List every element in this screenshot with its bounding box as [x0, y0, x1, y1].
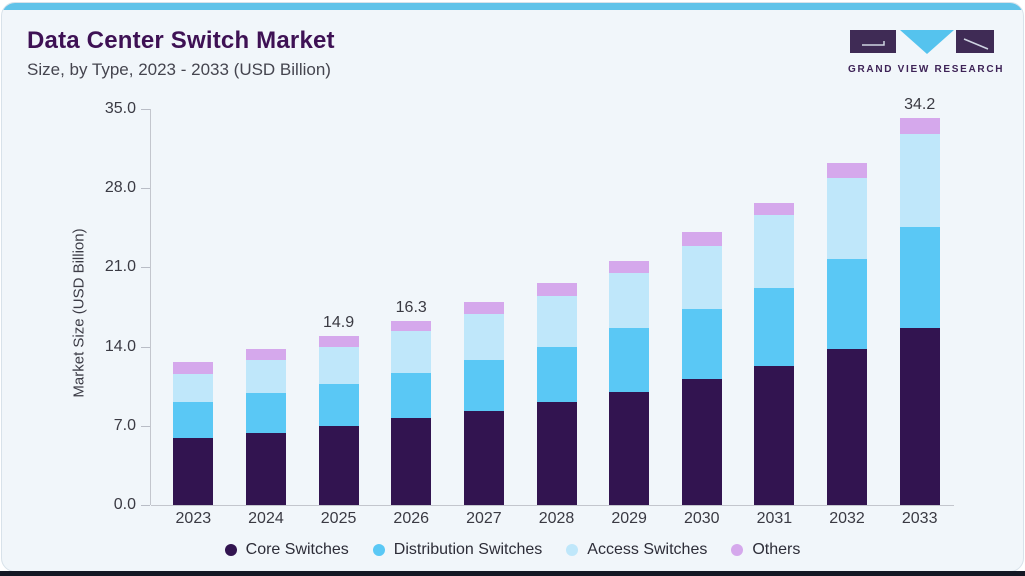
bar-segment-core-switches-2030 [681, 379, 722, 505]
y-tick-mark [141, 346, 150, 348]
bar-segment-access-switches-2024 [245, 360, 286, 393]
y-tick-label: 21.0 [104, 258, 136, 276]
bar-total-label-2026: 16.3 [395, 298, 427, 316]
bar-segment-core-switches-2033 [899, 328, 940, 505]
bar-segment-access-switches-2029 [609, 273, 650, 329]
gvr-logo: GRAND VIEW RESEARCH [848, 29, 1005, 75]
x-tick-label-2031: 2031 [756, 510, 793, 527]
bar-segment-distribution-switches-2023 [173, 402, 214, 439]
top-accent-bar [2, 3, 1023, 10]
x-tick-label-2030: 2030 [683, 510, 720, 527]
bar-segment-core-switches-2031 [754, 365, 795, 505]
bar-segment-others-2033 [899, 118, 940, 134]
gvr-logo-text: GRAND VIEW RESEARCH [848, 64, 1005, 75]
bar-segment-access-switches-2026 [391, 330, 432, 373]
x-tick-label-2023: 2023 [175, 510, 212, 527]
y-tick-mark [141, 267, 150, 269]
bar-segment-core-switches-2028 [536, 402, 577, 505]
legend-dot-icon [224, 544, 237, 556]
y-tick-mark [141, 109, 150, 110]
x-tick-label-2024: 2024 [248, 510, 284, 527]
page-title: Data Center Switch Market [27, 27, 335, 54]
bar-segment-others-2023 [173, 362, 214, 374]
bar-segment-access-switches-2027 [463, 313, 504, 361]
bar-segment-distribution-switches-2030 [681, 309, 722, 380]
bar-segment-others-2030 [681, 232, 722, 246]
y-tick-mark [141, 188, 150, 190]
bar-segment-distribution-switches-2029 [609, 328, 650, 392]
bar-segment-others-2028 [536, 283, 577, 296]
bar-segment-core-switches-2025 [318, 425, 359, 505]
bar-segment-others-2031 [754, 202, 795, 216]
y-tick-label: 7.0 [113, 416, 136, 434]
bar-segment-others-2029 [609, 260, 650, 274]
y-tick-label: 35.0 [104, 100, 136, 117]
bar-segment-distribution-switches-2032 [827, 259, 868, 349]
bar-total-label-2033: 34.2 [904, 96, 936, 114]
bar-segment-access-switches-2030 [681, 245, 722, 310]
bar-segment-core-switches-2032 [827, 348, 868, 505]
x-tick-label-2033: 2033 [901, 510, 938, 527]
legend-item-distribution-switches: Distribution Switches [372, 541, 543, 559]
bar-segment-others-2027 [463, 302, 504, 314]
bar-total-label-2025: 14.9 [323, 314, 355, 332]
legend-item-others: Others [731, 541, 800, 559]
bar-segment-distribution-switches-2027 [463, 360, 504, 412]
legend: Core Switches Distribution Switches Access… [2, 541, 1023, 559]
bar-segment-distribution-switches-2026 [391, 372, 432, 418]
legend-item-core-switches: Core Switches [224, 541, 349, 559]
bar-segment-distribution-switches-2028 [536, 346, 577, 403]
bar-segment-access-switches-2032 [827, 178, 868, 260]
bar-segment-core-switches-2024 [245, 432, 286, 505]
bar-segment-core-switches-2027 [463, 411, 504, 505]
y-tick-label: 14.0 [104, 337, 136, 355]
bar-segment-access-switches-2025 [318, 346, 359, 384]
bar-segment-distribution-switches-2024 [245, 392, 286, 433]
x-tick-label-2026: 2026 [393, 510, 430, 527]
x-axis-line [151, 505, 954, 506]
x-tick-label-2029: 2029 [611, 510, 647, 527]
bar-segment-others-2024 [245, 348, 286, 361]
y-tick-mark [141, 425, 150, 427]
x-tick-label-2025: 2025 [320, 510, 357, 527]
y-axis-line [150, 109, 151, 505]
bar-segment-core-switches-2023 [173, 438, 214, 505]
y-tick-label: 28.0 [104, 179, 136, 197]
bar-segment-others-2032 [827, 163, 868, 178]
legend-dot-icon [566, 544, 579, 556]
gvr-logo-mark [850, 30, 994, 54]
bar-segment-access-switches-2033 [899, 133, 940, 227]
page-subtitle: Size, by Type, 2023 - 2033 (USD Billion) [27, 60, 331, 79]
bar-segment-access-switches-2028 [536, 295, 577, 347]
bar-segment-distribution-switches-2025 [318, 383, 359, 426]
x-tick-label-2032: 2032 [829, 510, 865, 527]
legend-label: Access Switches [587, 541, 708, 558]
bar-segment-core-switches-2029 [609, 391, 650, 505]
bar-segment-access-switches-2023 [173, 373, 214, 403]
legend-dot-icon [372, 544, 385, 556]
bar-segment-others-2025 [318, 336, 359, 347]
legend-dot-icon [731, 544, 744, 556]
y-tick-label: 0.0 [113, 496, 136, 513]
legend-label: Others [752, 541, 801, 558]
x-tick-label-2028: 2028 [538, 510, 575, 527]
bar-segment-others-2026 [391, 320, 432, 331]
y-tick-mark [141, 505, 150, 506]
x-tick-label-2027: 2027 [466, 510, 502, 527]
legend-label: Core Switches [245, 541, 349, 558]
header: Data Center Switch Market Size, by Type,… [27, 27, 335, 80]
legend-label: Distribution Switches [393, 541, 543, 558]
legend-item-access-switches: Access Switches [566, 541, 707, 559]
bottom-edge-strip [0, 571, 1025, 576]
bar-segment-access-switches-2031 [754, 215, 795, 288]
bar-segment-distribution-switches-2033 [899, 226, 940, 329]
bar-segment-core-switches-2026 [391, 417, 432, 505]
bar-segment-distribution-switches-2031 [754, 287, 795, 366]
y-axis-title: Market Size (USD Billion) [70, 228, 88, 398]
